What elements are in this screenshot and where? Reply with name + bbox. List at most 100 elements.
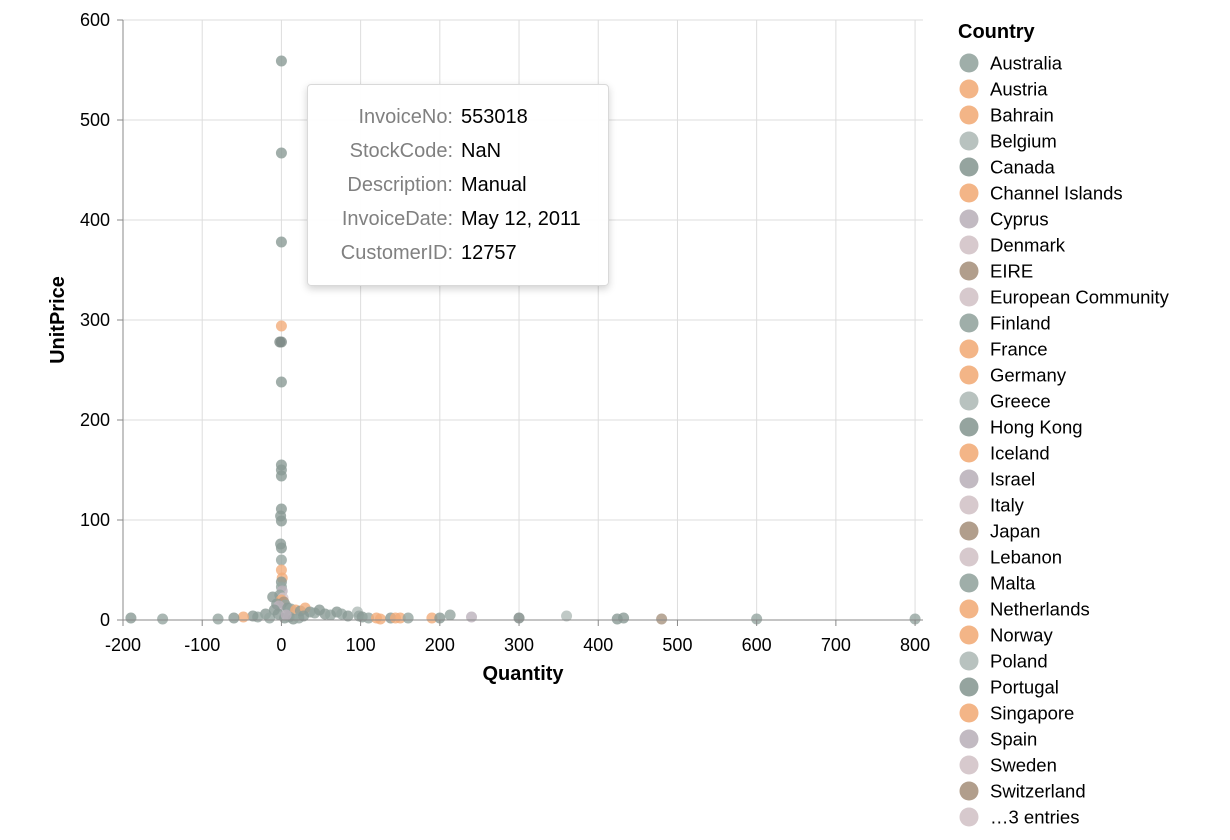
data-point [280, 609, 292, 621]
legend-swatch [959, 287, 979, 307]
legend-swatch [959, 183, 979, 203]
legend-swatch [959, 755, 979, 775]
y-tick-label: 400 [80, 210, 110, 230]
data-point [157, 613, 169, 625]
tooltip-key: InvoiceDate: [341, 208, 453, 230]
legend-swatch [959, 443, 979, 463]
data-point [466, 611, 478, 623]
legend: Country Australia Austria Bahrain Belgium Can… [958, 21, 1170, 828]
legend-label: Cyprus [990, 209, 1049, 230]
legend-label: Iceland [990, 443, 1050, 464]
legend-swatch [959, 313, 979, 333]
data-point [275, 376, 287, 388]
data-point [394, 612, 406, 624]
data-point [275, 320, 287, 332]
data-point [513, 612, 525, 624]
legend-swatch [959, 573, 979, 593]
x-tick-label: 0 [276, 635, 286, 655]
legend-label: Denmark [990, 235, 1066, 256]
legend-label: Germany [990, 365, 1067, 386]
data-point [342, 610, 354, 622]
y-axis-title: UnitPrice [47, 276, 69, 364]
legend-swatch [959, 365, 979, 385]
legend-swatch [959, 105, 979, 125]
legend-swatch [959, 391, 979, 411]
x-tick-label: 700 [821, 635, 851, 655]
x-tick-label: 400 [583, 635, 613, 655]
legend-swatch [959, 729, 979, 749]
x-tick-label: -100 [184, 635, 220, 655]
y-tick-label: 300 [80, 310, 110, 330]
tooltip-value: Manual [461, 174, 527, 196]
legend-swatch [959, 651, 979, 671]
tooltip-row-customer-id: CustomerID: 12757 [308, 240, 608, 274]
data-point [434, 612, 446, 624]
data-point [247, 610, 259, 622]
data-point [275, 554, 287, 566]
y-tick-label: 100 [80, 510, 110, 530]
y-tick-label: 500 [80, 110, 110, 130]
legend-label: Belgium [990, 131, 1057, 152]
data-point [751, 613, 763, 625]
x-tick-label: 200 [425, 635, 455, 655]
legend-label: Hong Kong [990, 417, 1083, 438]
data-point [237, 611, 249, 623]
legend-label: Malta [990, 573, 1036, 594]
tooltip-key: StockCode: [349, 140, 453, 162]
legend-label: Greece [990, 391, 1051, 412]
data-point [275, 542, 287, 554]
legend-label: Lebanon [990, 547, 1062, 568]
legend-label: Japan [990, 521, 1040, 542]
legend-swatch [959, 53, 979, 73]
y-tick-label: 600 [80, 10, 110, 30]
data-point [298, 610, 310, 622]
legend-swatch [959, 781, 979, 801]
x-tick-label: 500 [662, 635, 692, 655]
legend-title: Country [958, 21, 1036, 43]
legend-label: Finland [990, 313, 1051, 334]
legend-swatch [959, 157, 979, 177]
x-tick-label: -200 [105, 635, 141, 655]
x-tick-label: 300 [504, 635, 534, 655]
y-tick-label: 200 [80, 410, 110, 430]
legend-label: …3 entries [990, 807, 1079, 828]
tooltip-key: CustomerID: [340, 242, 453, 264]
legend-swatch [959, 703, 979, 723]
data-point [275, 470, 287, 482]
tooltip-value: May 12, 2011 [461, 208, 581, 230]
data-point [275, 564, 287, 576]
data-point [264, 612, 276, 624]
legend-label: Italy [990, 495, 1025, 516]
data-point [228, 612, 240, 624]
legend-swatch [959, 625, 979, 645]
legend-label: Spain [990, 729, 1037, 750]
legend-label: Netherlands [990, 599, 1090, 620]
legend-label: Bahrain [990, 105, 1054, 126]
x-axis-title: Quantity [482, 663, 564, 685]
legend-label: Channel Islands [990, 183, 1123, 204]
legend-swatch [959, 495, 979, 515]
tooltip-value: NaN [461, 140, 502, 162]
tooltip-row-description: Description: Manual [308, 172, 608, 206]
legend-swatch [959, 339, 979, 359]
data-point [275, 515, 287, 527]
legend-label: Australia [990, 53, 1063, 74]
legend-swatch [959, 677, 979, 697]
x-tick-label: 800 [900, 635, 930, 655]
legend-swatch [959, 599, 979, 619]
legend-swatch [959, 235, 979, 255]
data-point [561, 610, 573, 622]
legend-label: France [990, 339, 1048, 360]
legend-swatch [959, 469, 979, 489]
y-tick-label: 0 [100, 610, 110, 630]
data-point [212, 613, 224, 625]
legend-label: Portugal [990, 677, 1059, 698]
tooltip: InvoiceNo: 553018 StockCode: NaN Descrip… [307, 84, 609, 286]
tooltip-row-invoice-no: InvoiceNo: 553018 [308, 104, 608, 138]
legend-label: Austria [990, 79, 1048, 100]
legend-swatch [959, 547, 979, 567]
data-point [426, 612, 438, 624]
legend-swatch [959, 261, 979, 281]
legend-swatch [959, 209, 979, 229]
